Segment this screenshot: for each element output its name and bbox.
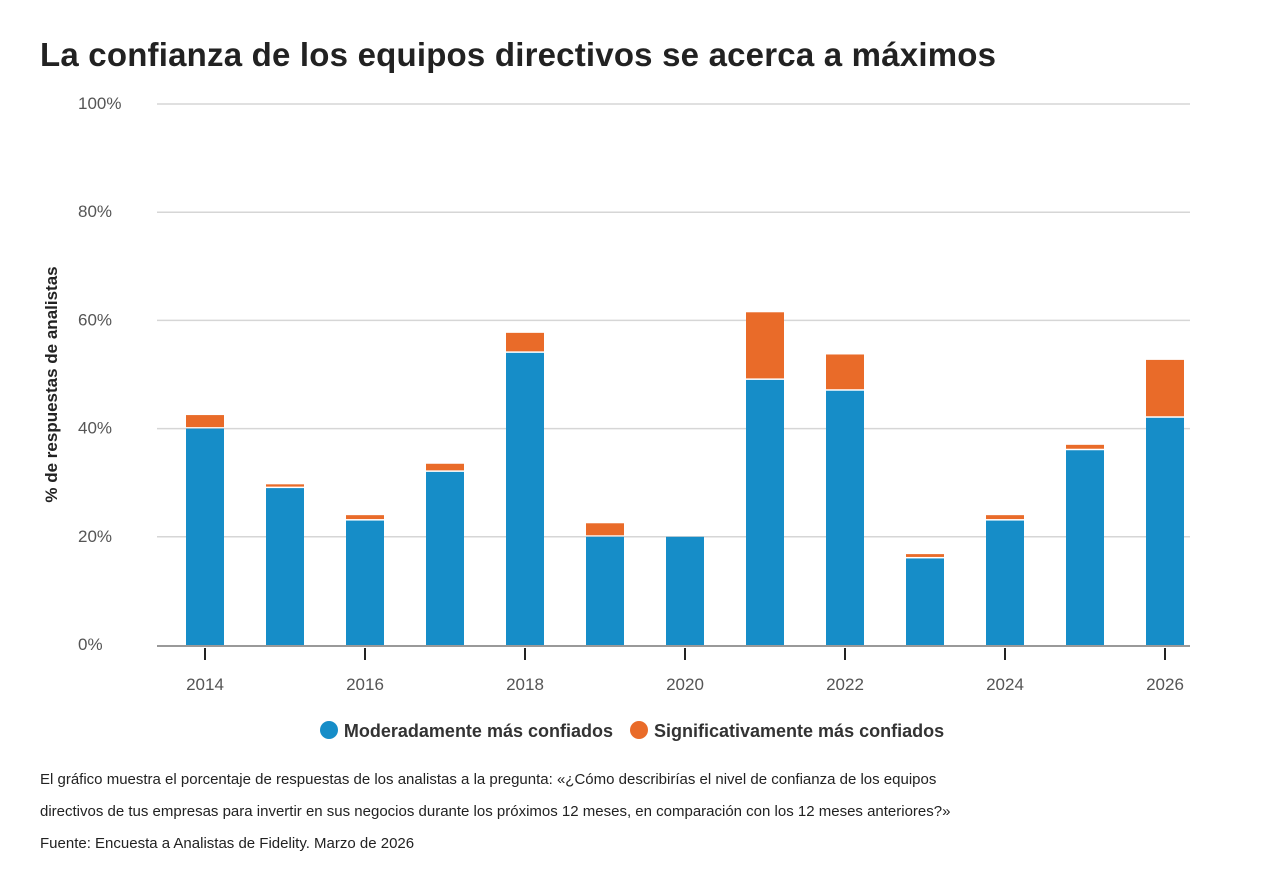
x-tick-label: 2020	[666, 675, 704, 694]
footnote-line-1: El gráfico muestra el porcentaje de resp…	[40, 771, 937, 788]
bar-significant	[986, 515, 1024, 520]
y-tick-label: 80%	[78, 202, 112, 221]
chart-title: La confianza de los equipos directivos s…	[40, 36, 997, 73]
legend-swatch-significant	[630, 721, 648, 739]
bar-significant	[506, 332, 544, 352]
bar-moderate	[266, 488, 304, 645]
footnote-line-2: directivos de tus empresas para invertir…	[40, 803, 951, 820]
legend-item-moderate[interactable]: Moderadamente más confiados	[319, 720, 613, 742]
legend: Moderadamente más confiados Significativ…	[0, 720, 1264, 742]
bar-significant	[186, 415, 224, 428]
footnote-source: Fuente: Encuesta a Analistas de Fidelity…	[40, 835, 415, 852]
x-tick-label: 2018	[506, 675, 544, 694]
bar-moderate	[826, 390, 864, 645]
bar-moderate	[666, 536, 704, 645]
footnote: El gráfico muestra el porcentaje de resp…	[40, 764, 1240, 860]
y-tick-label: 100%	[78, 94, 121, 113]
bar-moderate	[426, 471, 464, 645]
x-tick-label: 2016	[346, 675, 384, 694]
x-tick-label: 2026	[1146, 675, 1184, 694]
bar-moderate	[906, 558, 944, 645]
bar-moderate	[1066, 450, 1104, 645]
bar-significant	[346, 515, 384, 520]
bar-significant	[746, 312, 784, 379]
bar-moderate	[1146, 417, 1184, 645]
bar-moderate	[506, 352, 544, 645]
x-tick-label: 2024	[986, 675, 1024, 694]
bar-significant	[906, 554, 944, 557]
legend-label-moderate: Moderadamente más confiados	[343, 720, 613, 741]
bar-moderate	[746, 379, 784, 645]
y-tick-label: 40%	[78, 419, 112, 438]
x-tick-label: 2014	[186, 675, 224, 694]
bar-significant	[426, 463, 464, 471]
bar-moderate	[986, 520, 1024, 645]
y-tick-label: 20%	[78, 527, 112, 546]
chart-area: 0% 20% 40% 60% 80% 100% % de respuestas de ana…	[42, 94, 1190, 694]
y-tick-label: 0%	[78, 635, 103, 654]
legend-item-significant[interactable]: Significativamente más confiados	[630, 721, 944, 742]
bar-significant	[266, 484, 304, 487]
bar-significant	[1146, 359, 1184, 417]
bar-significant	[1066, 444, 1104, 449]
bar-moderate	[346, 520, 384, 645]
y-axis-label: % de respuestas de analistas	[42, 266, 61, 502]
bar-moderate	[586, 536, 624, 645]
y-tick-label: 60%	[78, 310, 112, 329]
legend-label-significant: Significativamente más confiados	[654, 720, 945, 741]
bar-moderate	[186, 428, 224, 645]
bar-significant	[826, 354, 864, 390]
legend-swatch-moderate	[319, 721, 338, 739]
x-tick-label: 2022	[826, 675, 864, 694]
bar-significant	[586, 523, 624, 536]
